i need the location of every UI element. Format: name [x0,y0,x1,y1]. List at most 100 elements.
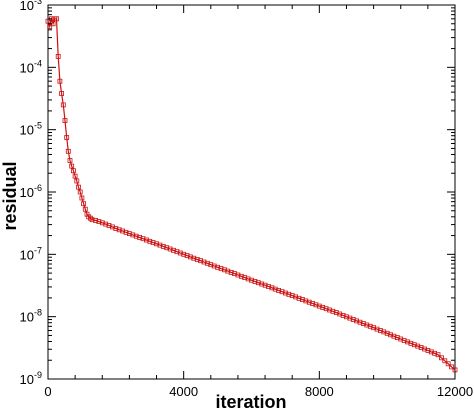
data-point [238,273,244,279]
y-tick-label: 10-7 [20,245,42,262]
data-point [266,284,271,289]
data-point [123,229,129,235]
data-point [235,272,241,278]
data-point [81,201,86,207]
data-point [187,254,193,260]
data-point [401,338,407,343]
x-tick-label: 0 [44,384,51,399]
data-point [425,347,431,353]
data-point [184,253,190,259]
data-point [432,350,438,356]
data-point [69,163,75,169]
y-tick-label: 10-6 [20,183,42,200]
data-point [211,263,217,269]
data-point [262,282,268,288]
data-point [408,340,414,346]
data-point [428,349,434,355]
data-point [67,158,73,163]
data-point [242,275,248,281]
data-point [313,302,319,308]
data-point [59,91,64,96]
data-point [269,285,275,291]
data-point [333,310,339,316]
data-point [77,189,83,195]
data-point [198,258,204,264]
y-tick-label: 10-5 [20,121,42,138]
data-point [106,223,112,228]
series-layer [45,16,458,373]
data-point [181,251,187,257]
data-point [232,271,237,277]
data-point [245,276,251,282]
data-point [249,277,254,283]
data-point [364,322,370,328]
data-point [286,291,292,297]
x-axis-title: iteration [215,392,286,410]
data-point [191,255,197,261]
data-point [259,281,265,287]
data-point [171,247,176,253]
data-point [194,256,200,262]
data-point [93,217,98,223]
data-point [72,173,78,179]
ticks-layer: 0 4000 8000 12000 10-9 10-8 10-7 10-6 10-5 10-4 10… [20,0,474,399]
data-point [167,246,173,252]
data-point [310,301,316,306]
data-point [208,262,214,268]
data-point [299,297,305,303]
data-point [357,319,363,325]
y-tick-label: 10-9 [20,370,42,387]
data-point [293,294,299,300]
data-point [415,343,421,349]
data-point [65,148,71,154]
data-point [405,339,410,345]
data-point [374,326,380,332]
data-point [157,242,163,248]
data-point [435,352,441,358]
data-point [330,308,336,314]
data-point [60,102,66,108]
data-point [62,118,68,123]
data-point [143,237,149,243]
plot-area [47,4,456,380]
data-point [221,267,227,273]
data-point [154,241,159,247]
data-point [354,318,360,324]
data-point [116,227,122,233]
data-point [337,311,343,317]
data-point [150,240,156,245]
data-point [201,259,207,265]
y-tick-label: 10-3 [20,0,42,13]
data-point [276,287,282,293]
data-point [225,268,231,274]
data-point [82,206,88,212]
data-point [384,330,390,336]
data-point [137,234,143,240]
data-point [160,243,166,249]
data-point [252,278,258,284]
y-tick-label: 10-4 [20,58,42,75]
data-point [147,238,153,244]
x-tick-label: 8000 [305,384,334,399]
data-point [204,260,210,266]
data-point [377,328,383,333]
data-point [140,236,146,242]
data-point [340,312,346,318]
data-point [127,231,132,237]
data-point [79,195,85,201]
data-point [371,325,377,331]
y-tick-label: 10-8 [20,308,42,325]
data-point [418,345,424,350]
data-point [344,314,349,320]
data-point [381,329,387,335]
data-point [320,304,326,310]
data-point [103,221,109,227]
series-line [47,16,456,371]
data-point [57,78,63,84]
data-point [360,321,366,327]
data-point [350,317,356,322]
data-point [272,286,278,292]
data-point [442,358,448,364]
data-point [306,299,312,305]
